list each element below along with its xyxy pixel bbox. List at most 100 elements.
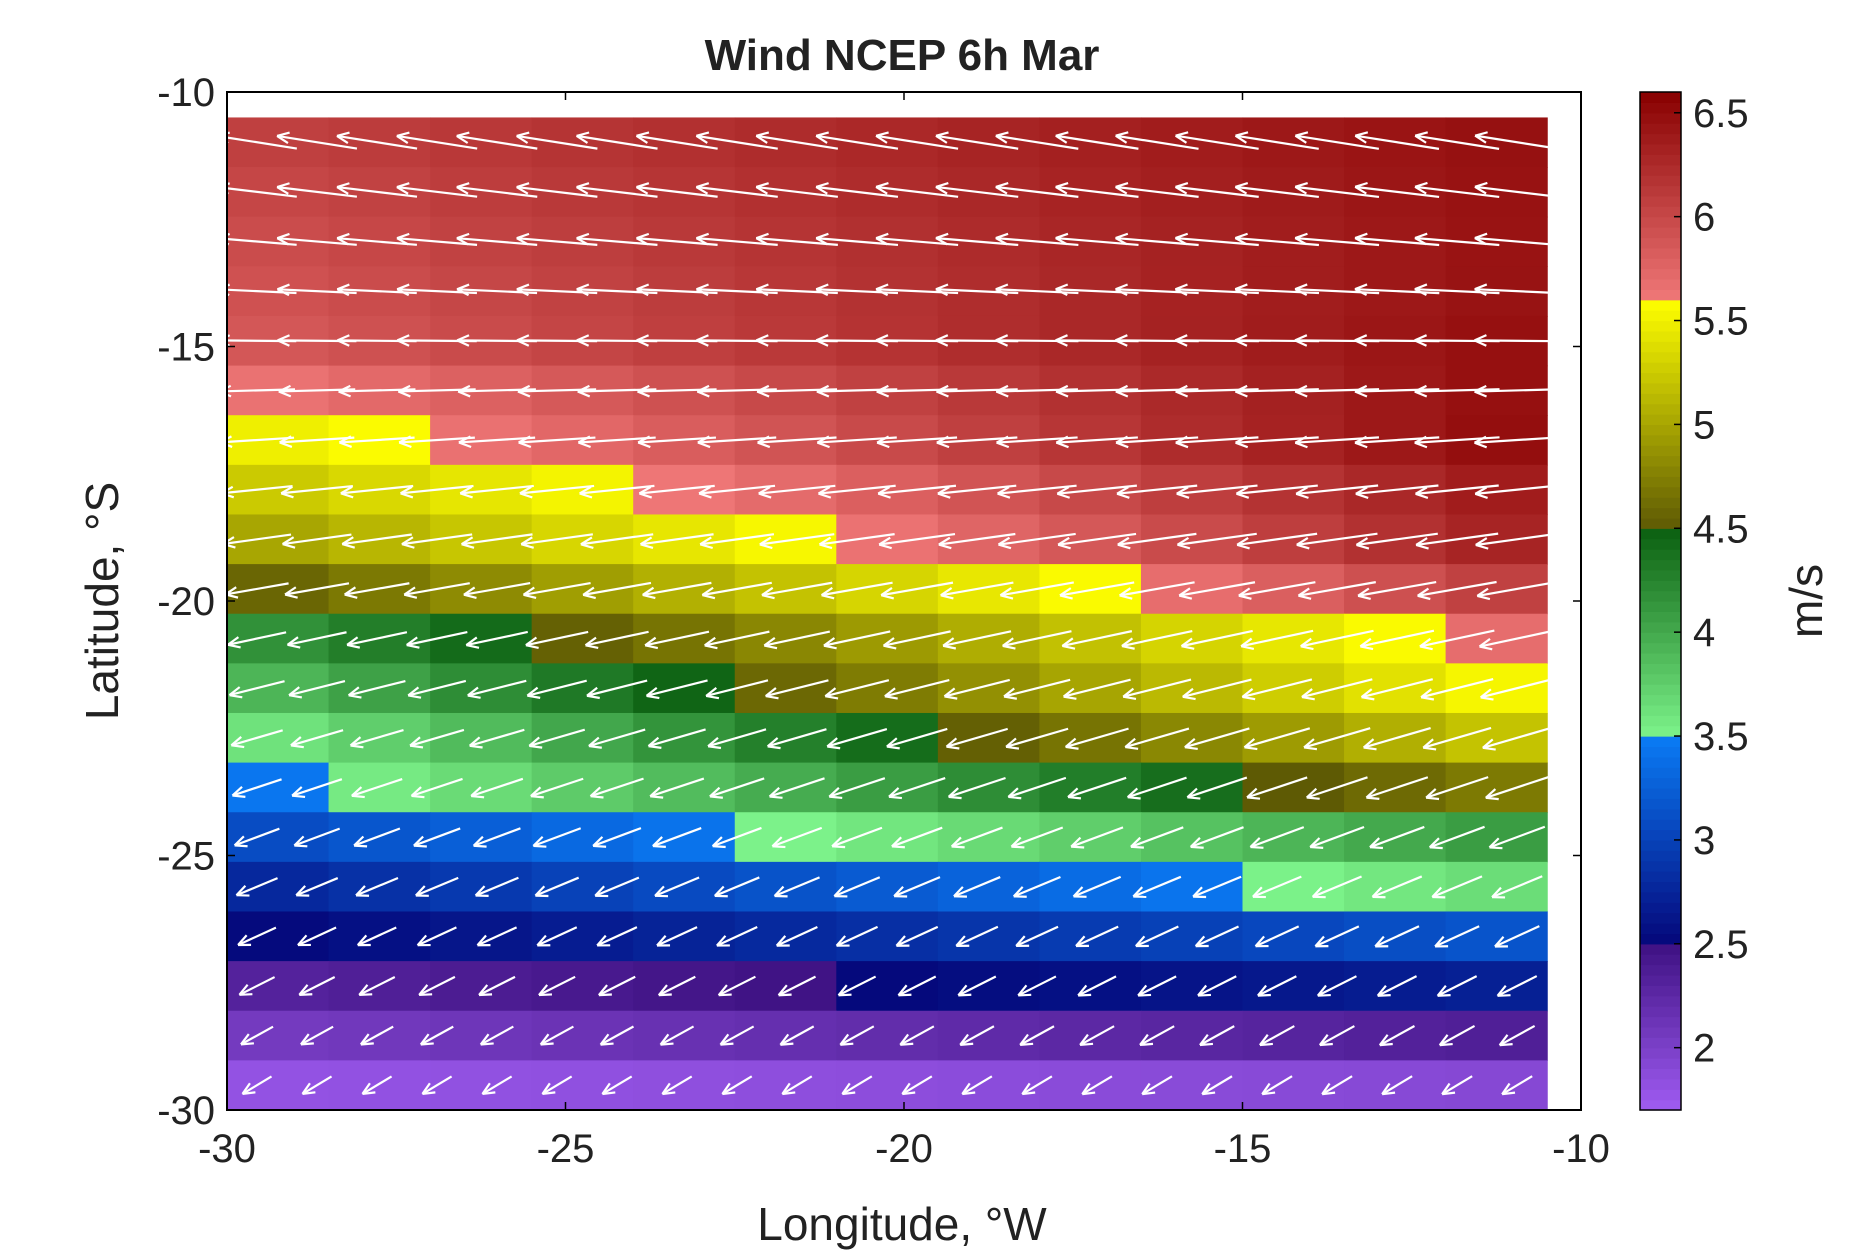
wind-arrow: [300, 1025, 334, 1046]
wind-arrow-head: [875, 182, 889, 189]
wind-arrow: [1296, 532, 1378, 550]
speed-cell: [1445, 1010, 1548, 1061]
wind-arrow-shaft: [1422, 726, 1492, 749]
wind-arrow-head: [1180, 637, 1193, 648]
wind-arrow-head: [579, 486, 592, 495]
wind-arrow-head: [765, 687, 777, 697]
wind-arrow: [1126, 776, 1187, 800]
wind-arrow-shaft: [1374, 925, 1420, 948]
wind-arrow-head: [758, 492, 772, 499]
wind-arrow-head: [344, 593, 358, 599]
wind-arrow-shaft: [478, 975, 516, 996]
wind-arrow-head: [516, 134, 529, 144]
wind-arrow: [230, 729, 283, 749]
colorbar-step: [1640, 227, 1681, 239]
wind-arrow: [777, 975, 817, 997]
colorbar-step: [1640, 528, 1681, 540]
wind-arrow-head: [1306, 796, 1320, 800]
wind-arrow-head: [232, 794, 246, 798]
colorbar-step: [1640, 777, 1681, 789]
wind-arrow-head: [1474, 441, 1488, 449]
wind-arrow-shaft: [527, 679, 587, 697]
wind-arrow: [817, 484, 896, 499]
wind-arrow-shaft: [337, 237, 418, 246]
wind-arrow-head: [1115, 283, 1129, 291]
wind-arrow-shaft: [995, 185, 1079, 198]
wind-arrow: [775, 925, 818, 947]
wind-arrow-shaft: [295, 877, 339, 897]
wind-arrow-head: [1422, 738, 1434, 749]
wind-arrow-head: [1174, 283, 1188, 291]
wind-arrow: [336, 182, 418, 198]
wind-arrow: [1139, 1025, 1175, 1047]
wind-arrow-shaft: [957, 975, 997, 997]
wind-arrow-head: [637, 441, 651, 449]
wind-arrow: [400, 484, 474, 499]
wind-arrow-shaft: [1175, 388, 1259, 393]
wind-arrow-head: [516, 232, 530, 240]
colorbar-tick-label: 4: [1693, 611, 1715, 655]
wind-arrow: [875, 182, 959, 198]
x-tick-label: -15: [1214, 1127, 1272, 1171]
colorbar-tick-label: 2.5: [1693, 923, 1749, 967]
speed-cell: [1445, 911, 1548, 962]
wind-arrow-head: [1414, 334, 1428, 342]
speed-cell: [937, 861, 1040, 913]
wind-arrow-head: [1475, 537, 1488, 546]
wind-arrow-head: [588, 744, 602, 749]
wind-arrow-head: [346, 643, 361, 649]
wind-arrow-head: [403, 593, 418, 599]
wind-arrow-head: [1176, 486, 1189, 495]
wind-arrow: [755, 182, 839, 198]
wind-arrow: [1010, 826, 1064, 849]
wind-arrow-head: [456, 237, 469, 246]
wind-arrow-head: [347, 686, 360, 697]
wind-arrow-head: [1296, 537, 1309, 546]
wind-arrow-head: [953, 886, 964, 898]
wind-arrow-head: [520, 543, 535, 549]
wind-arrow-head: [1115, 390, 1129, 398]
wind-arrow-head: [935, 134, 948, 144]
wind-arrow-head: [1295, 131, 1309, 137]
wind-arrow: [1436, 975, 1478, 997]
wind-arrow-head: [1361, 696, 1375, 701]
wind-arrow-shaft: [580, 533, 654, 546]
wind-arrow: [1249, 826, 1305, 849]
wind-arrow: [1438, 1025, 1476, 1047]
wind-arrow-head: [639, 492, 653, 499]
wind-arrow-head: [659, 1033, 670, 1046]
wind-arrow-shaft: [1300, 629, 1374, 648]
wind-arrow-head: [1186, 787, 1198, 799]
wind-arrow-shaft: [828, 777, 886, 798]
wind-arrow-shaft: [1425, 776, 1489, 799]
wind-arrow: [824, 679, 890, 700]
wind-arrow: [959, 1025, 995, 1046]
wind-arrow-head: [1241, 688, 1254, 698]
wind-arrow-shaft: [1499, 1024, 1536, 1047]
wind-arrow-head: [943, 687, 956, 698]
colorbar-step: [1640, 808, 1681, 820]
wind-arrow: [897, 975, 937, 997]
wind-arrow-head: [1414, 181, 1428, 188]
wind-arrow-head: [1078, 993, 1092, 997]
wind-arrow-head: [299, 993, 313, 996]
wind-arrow: [961, 1075, 993, 1096]
wind-arrow: [476, 926, 518, 947]
colorbar-gradient: [1640, 92, 1681, 1111]
wind-arrow-head: [1314, 935, 1325, 948]
wind-arrow-head: [338, 435, 352, 444]
wind-arrow: [409, 728, 465, 749]
wind-arrow-shaft: [714, 876, 760, 897]
speed-cell: [430, 861, 533, 913]
wind-arrow-head: [1474, 237, 1487, 246]
speed-cell: [937, 712, 1040, 764]
wind-arrow-shaft: [884, 678, 950, 698]
wind-arrow-shaft: [718, 975, 756, 997]
wind-arrow-head: [460, 536, 474, 546]
wind-arrow-head: [1055, 185, 1068, 195]
wind-arrow-head: [875, 283, 889, 291]
wind-arrow-head: [415, 885, 426, 897]
wind-arrow-shaft: [1067, 776, 1127, 799]
speed-cell: [1445, 762, 1548, 813]
